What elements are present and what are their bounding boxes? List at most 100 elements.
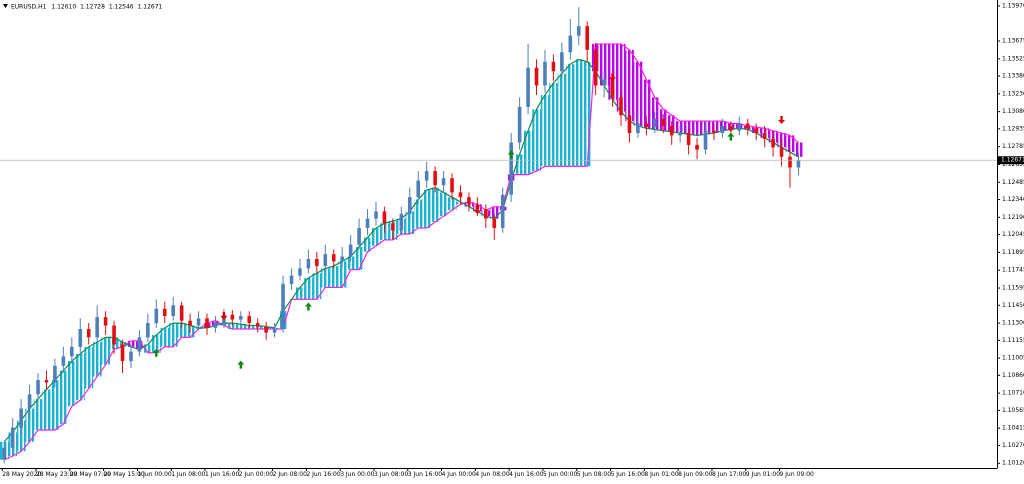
x-tick-label: 8 Jun 09:00 [678,471,712,478]
candle-body [289,275,294,284]
candle-body [391,223,395,231]
candle-body [348,244,353,257]
cloud-segment [337,261,347,288]
y-tick-label: 1.11895 [1002,249,1024,256]
candle-body [44,380,49,383]
cloud-segment [160,327,170,347]
candle-body [619,97,623,116]
y-tick-label: 1.13970 [1002,2,1024,9]
cloud-segment [101,337,111,365]
cloud-segment [557,73,567,167]
cloud-segment [785,135,795,153]
cloud-segment [236,324,246,330]
candle-body [484,209,488,219]
candle-body [120,344,125,362]
candle-body [669,125,674,136]
y-tick-label: 1.10120 [1002,460,1024,467]
signal-arrow-up [507,150,515,159]
candle-body [2,447,7,460]
candle-body [103,317,108,326]
cloud-segment [76,353,85,401]
x-tick-label: 29 May 15:00 [104,471,145,478]
candle-body [137,337,142,352]
y-tick-label: 1.12485 [1002,179,1024,186]
cloud-segment [414,199,423,229]
candle-body [424,171,429,181]
candle-body [779,147,784,157]
signal-arrow-up [304,302,312,311]
y-tick-label: 1.11300 [1002,320,1024,327]
candle-body [788,156,792,168]
x-tick-label: 1 Jun 00:00 [137,471,171,478]
x-tick-label: 5 Jun 00:00 [543,471,577,478]
candle-body [331,254,336,262]
candle-body [264,326,268,333]
y-tick-label: 1.10860 [1002,372,1024,379]
bar-open: 1.12610 [51,3,76,10]
cloud-segment [42,389,51,430]
candle-body [534,67,539,86]
y-tick-label: 1.12045 [1002,231,1024,238]
cloud-segment [523,130,533,175]
cloud-segment [692,121,702,136]
candle-body [171,305,176,316]
candle-body [653,118,657,128]
cloud-segment [295,287,305,300]
cloud-segment [549,83,558,167]
x-tick-label: 3 Jun 00:00 [340,471,374,478]
cloud-segment [84,346,94,389]
candle-body [70,346,74,357]
candle-body [61,356,66,366]
x-tick-label: 9 Jun 09:00 [780,471,814,478]
x-tick-label: 4 Jun 08:00 [475,471,509,478]
cloud-segment [430,187,440,223]
candle-body [509,142,513,195]
bar-low: 1.12546 [109,3,134,10]
x-tick-label: 28 May 2020 [2,471,41,478]
cloud-segment [371,228,381,246]
candle-body [678,133,682,136]
candle-body [644,123,649,128]
cloud-segment [312,273,322,300]
x-tick-label: 2 Jun 08:00 [273,471,307,478]
signal-arrow-up [152,348,160,357]
candle-body [213,323,218,328]
cloud-segment [329,266,339,288]
candle-body [357,228,361,245]
signal-arrow-down [473,206,481,215]
candle-body [576,26,581,36]
cloud-segment [574,59,584,167]
cloud-segment [177,323,187,338]
signal-arrow-down [778,115,786,124]
x-tick-label: 8 Jun 01:00 [644,471,678,478]
cloud-segment [354,247,364,270]
x-tick-label: 5 Jun 08:00 [577,471,611,478]
cloud-segment [599,43,609,86]
y-tick-label: 1.11450 [1002,302,1024,309]
candle-body [382,211,387,224]
header: EURUSD,H1 1.12610 1.12728 1.12546 1.1267… [11,3,163,10]
candle-body [306,258,311,269]
candle-body [315,258,319,267]
y-tick-label: 1.10565 [1002,407,1024,414]
x-tick-label: 2 Jun 00:00 [239,471,273,478]
candle-body [281,283,285,330]
candle-body [602,79,606,86]
candle-body [627,115,632,134]
signal-arrow-up [727,132,735,141]
candle-body [95,317,99,338]
candle-body [695,144,699,150]
x-tick-label: 1 Jun 16:00 [205,471,239,478]
signal-arrow-down [220,311,228,320]
candle-body [340,256,344,262]
y-tick-label: 1.13230 [1002,90,1024,97]
candle-body [492,218,497,229]
candle-body [323,254,328,267]
cloud-segment [92,342,102,377]
y-tick-label: 1.10415 [1002,425,1024,432]
candle-body [636,123,640,134]
cloud-segment [515,154,525,175]
candle-body [239,315,243,320]
